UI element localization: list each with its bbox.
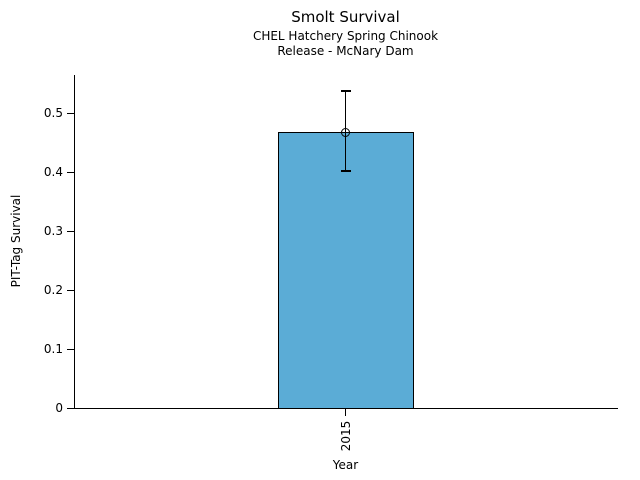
y-tick-label: 0.5 [43,106,63,121]
x-axis-label: Year [332,458,359,472]
data-point-marker [341,127,350,137]
error-cap-top [340,90,351,92]
y-tick-label: 0.2 [43,283,63,298]
bar [277,132,414,409]
y-tick-label: 0.3 [43,224,63,239]
x-tick-label: 2015 [338,420,353,452]
chart-title: Smolt Survival [291,8,400,26]
y-tick [67,407,74,409]
y-tick [67,348,74,350]
x-tick [345,409,346,416]
y-tick [67,230,74,232]
y-tick-label: 0 [55,401,63,415]
y-axis-label: PIT-Tag Survival [9,194,23,288]
y-tick [67,112,74,114]
chart-subtitle-line1: CHEL Hatchery Spring Chinook [252,29,439,43]
y-tick-label: 0.4 [43,165,63,180]
y-tick [67,171,74,173]
y-tick-label: 0.1 [43,342,63,357]
y-tick [67,289,74,291]
error-cap-bottom [340,170,351,172]
chart-subtitle-line2: Release - McNary Dam [277,44,414,58]
